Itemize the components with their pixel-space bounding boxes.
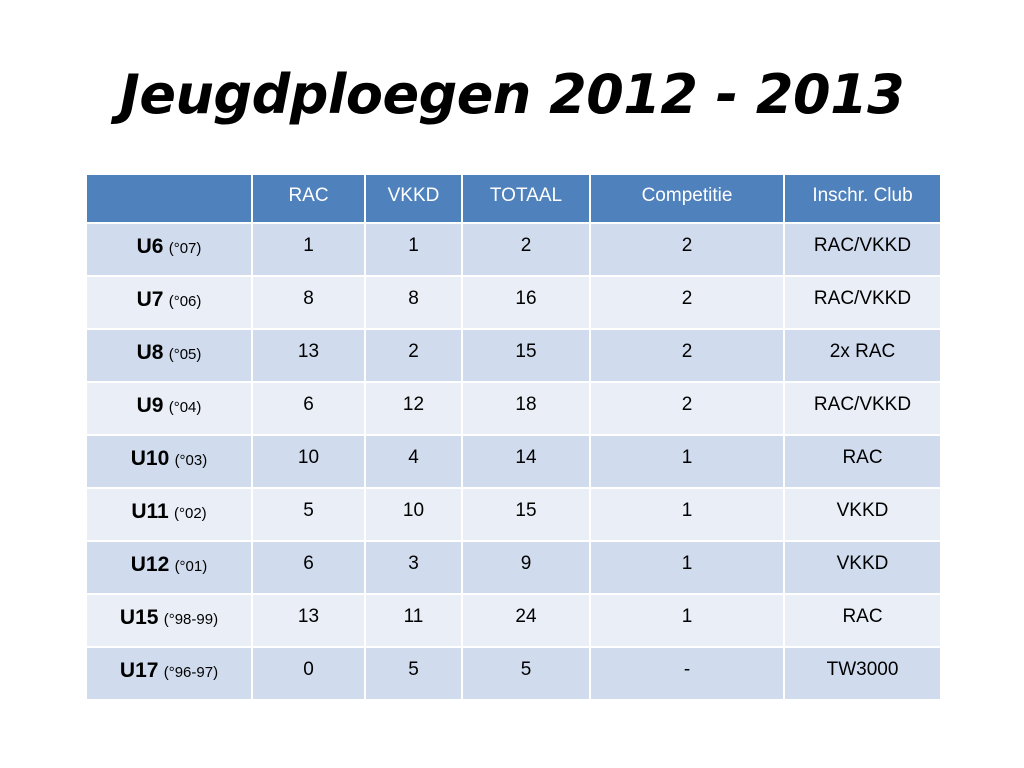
competitie-cell: 1 <box>589 593 785 648</box>
age-name: U10 <box>130 447 170 470</box>
rac-cell: 13 <box>251 593 366 648</box>
vkkd-cell: 8 <box>364 275 463 330</box>
age-name: U7 <box>136 288 164 311</box>
vkkd-cell: 5 <box>364 646 463 701</box>
competitie-cell: 2 <box>589 328 785 383</box>
table-row: U10 (°03) 10 4 14 1 RAC <box>85 434 942 489</box>
birth-year: (°96-97) <box>163 664 219 681</box>
totaal-cell: 16 <box>461 275 591 330</box>
rac-cell: 6 <box>251 381 366 436</box>
rac-cell: 0 <box>251 646 366 701</box>
competitie-cell: 1 <box>589 540 785 595</box>
totaal-cell: 2 <box>461 222 591 277</box>
rac-cell: 1 <box>251 222 366 277</box>
header-cell-totaal: TOTAAL <box>461 173 591 224</box>
birth-year: (°98-99) <box>163 611 219 628</box>
table-row: U9 (°04) 6 12 18 2 RAC/VKKD <box>85 381 942 436</box>
vkkd-cell: 12 <box>364 381 463 436</box>
header-cell-vkkd: VKKD <box>364 173 463 224</box>
table-row: U17 (°96-97) 0 5 5 - TW3000 <box>85 646 942 701</box>
age-cell: U12 (°01) <box>85 540 253 595</box>
rac-cell: 6 <box>251 540 366 595</box>
age-cell: U8 (°05) <box>85 328 253 383</box>
club-cell: VKKD <box>783 540 942 595</box>
competitie-cell: 1 <box>589 434 785 489</box>
totaal-cell: 14 <box>461 434 591 489</box>
age-name: U6 <box>136 235 164 258</box>
club-cell: RAC <box>783 434 942 489</box>
birth-year: (°02) <box>173 505 207 522</box>
age-cell: U11 (°02) <box>85 487 253 542</box>
header-cell-rac: RAC <box>251 173 366 224</box>
age-name: U12 <box>130 553 170 576</box>
table-row: U7 (°06) 8 8 16 2 RAC/VKKD <box>85 275 942 330</box>
age-name: U15 <box>119 606 159 629</box>
birth-year: (°04) <box>168 399 202 416</box>
totaal-cell: 18 <box>461 381 591 436</box>
totaal-cell: 15 <box>461 487 591 542</box>
vkkd-cell: 1 <box>364 222 463 277</box>
rac-cell: 8 <box>251 275 366 330</box>
age-name: U9 <box>136 394 164 417</box>
table-row: U15 (°98-99) 13 11 24 1 RAC <box>85 593 942 648</box>
age-name: U17 <box>119 659 159 682</box>
table-header-row: RAC VKKD TOTAAL Competitie Inschr. Club <box>85 173 942 224</box>
age-cell: U9 (°04) <box>85 381 253 436</box>
totaal-cell: 15 <box>461 328 591 383</box>
competitie-cell: - <box>589 646 785 701</box>
vkkd-cell: 11 <box>364 593 463 648</box>
totaal-cell: 5 <box>461 646 591 701</box>
club-cell: VKKD <box>783 487 942 542</box>
club-cell: RAC <box>783 593 942 648</box>
club-cell: 2x RAC <box>783 328 942 383</box>
club-cell: TW3000 <box>783 646 942 701</box>
header-cell-competitie: Competitie <box>589 173 785 224</box>
age-cell: U7 (°06) <box>85 275 253 330</box>
competitie-cell: 1 <box>589 487 785 542</box>
age-cell: U17 (°96-97) <box>85 646 253 701</box>
birth-year: (°03) <box>174 452 208 469</box>
youth-teams-table: RAC VKKD TOTAAL Competitie Inschr. Club … <box>85 173 942 701</box>
table-row: U8 (°05) 13 2 15 2 2x RAC <box>85 328 942 383</box>
birth-year: (°06) <box>168 293 202 310</box>
rac-cell: 13 <box>251 328 366 383</box>
age-cell: U10 (°03) <box>85 434 253 489</box>
birth-year: (°01) <box>174 558 208 575</box>
age-cell: U15 (°98-99) <box>85 593 253 648</box>
birth-year: (°07) <box>168 240 202 257</box>
vkkd-cell: 4 <box>364 434 463 489</box>
age-name: U8 <box>136 341 164 364</box>
age-name: U11 <box>131 500 169 523</box>
totaal-cell: 24 <box>461 593 591 648</box>
header-cell-empty <box>85 173 253 224</box>
header-cell-club: Inschr. Club <box>783 173 942 224</box>
club-cell: RAC/VKKD <box>783 381 942 436</box>
slide-title: Jeugdploegen 2012 - 2013 <box>119 63 905 126</box>
club-cell: RAC/VKKD <box>783 222 942 277</box>
vkkd-cell: 3 <box>364 540 463 595</box>
table-row: U11 (°02) 5 10 15 1 VKKD <box>85 487 942 542</box>
competitie-cell: 2 <box>589 222 785 277</box>
vkkd-cell: 10 <box>364 487 463 542</box>
competitie-cell: 2 <box>589 275 785 330</box>
totaal-cell: 9 <box>461 540 591 595</box>
competitie-cell: 2 <box>589 381 785 436</box>
rac-cell: 10 <box>251 434 366 489</box>
age-cell: U6 (°07) <box>85 222 253 277</box>
table-row: U12 (°01) 6 3 9 1 VKKD <box>85 540 942 595</box>
vkkd-cell: 2 <box>364 328 463 383</box>
table-row: U6 (°07) 1 1 2 2 RAC/VKKD <box>85 222 942 277</box>
birth-year: (°05) <box>168 346 202 363</box>
club-cell: RAC/VKKD <box>783 275 942 330</box>
rac-cell: 5 <box>251 487 366 542</box>
